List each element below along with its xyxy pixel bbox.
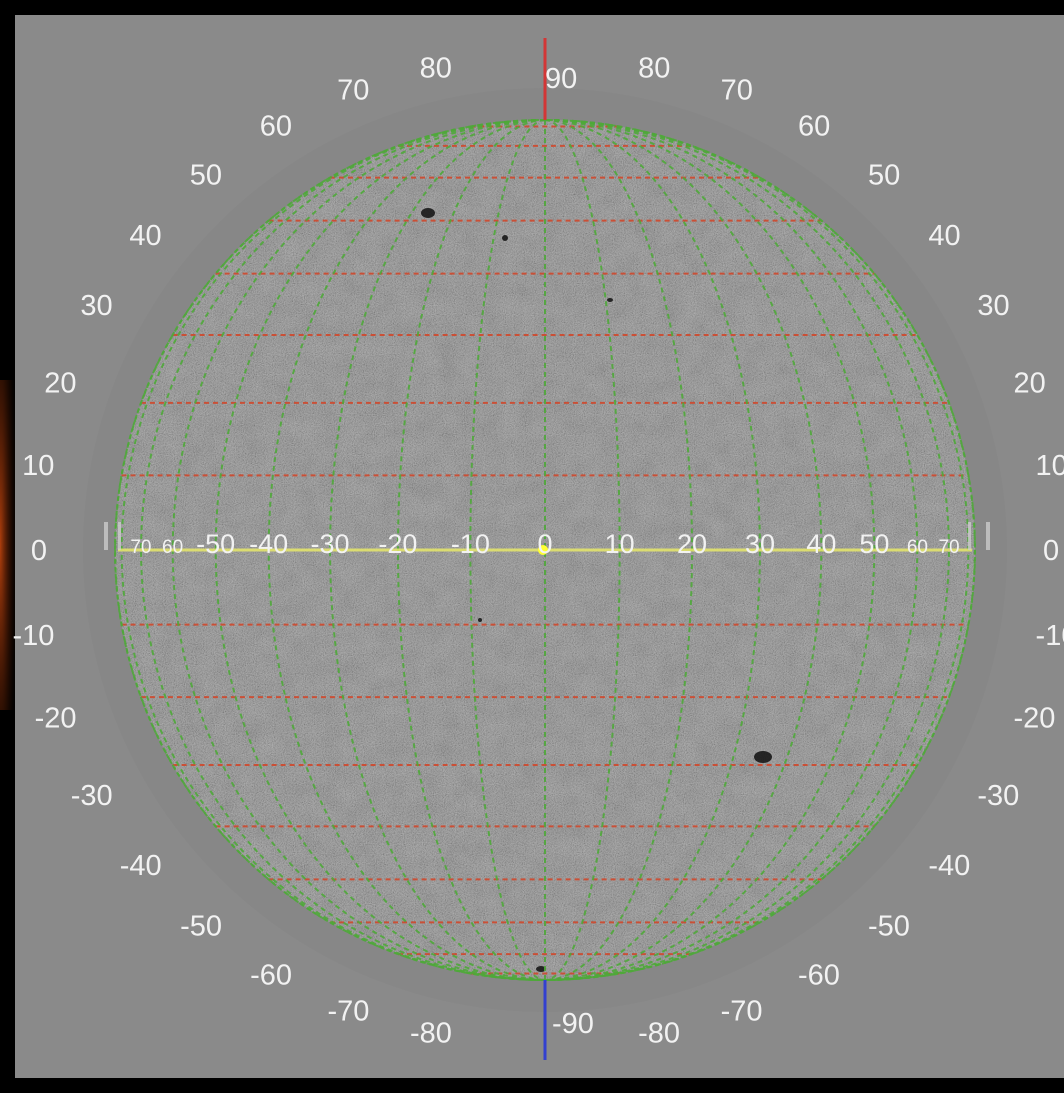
longitude-label: -40 bbox=[249, 529, 288, 559]
longitude-labels: 70 60 -50 -40 -30 -20 -10 0 10 20 30 40 50 60 70 bbox=[130, 529, 959, 559]
longitude-scale-ticks bbox=[104, 522, 990, 550]
latitude-labels-right: 80 70 60 50 40 30 20 10 0 -10 -20 -30 -40 -50 -60 -70 -8… bbox=[638, 52, 1064, 1049]
sunspot bbox=[478, 618, 482, 622]
sun-center-dot-icon bbox=[538, 545, 548, 555]
latitude-label-right: 50 bbox=[868, 160, 900, 192]
latitude-label-right: -60 bbox=[798, 959, 840, 991]
longitude-label: -10 bbox=[451, 529, 490, 559]
longitude-grid-line bbox=[140, 119, 546, 981]
longitude-label: -30 bbox=[310, 529, 349, 559]
longitude-grid-line bbox=[329, 119, 546, 981]
latitude-labels-left: 80 70 60 50 40 30 20 10 0 -10 -20 -30 -40 -50 -60 -70 -8… bbox=[13, 52, 452, 1049]
longitude-grid-line bbox=[114, 119, 546, 981]
sunspot bbox=[536, 966, 546, 972]
longitude-label: 10 bbox=[605, 529, 635, 559]
sunspot bbox=[754, 751, 772, 763]
longitude-label: 20 bbox=[677, 529, 707, 559]
longitude-label: 40 bbox=[806, 529, 836, 559]
sunspots bbox=[421, 208, 772, 972]
latitude-label-right: 20 bbox=[1013, 367, 1045, 399]
latitude-label-left: 0 bbox=[31, 535, 47, 567]
latitude-label-left: -80 bbox=[410, 1018, 452, 1050]
latitude-label-right: 60 bbox=[798, 111, 830, 143]
latitude-label-left: 80 bbox=[420, 52, 452, 84]
longitude-grid-line bbox=[544, 119, 621, 981]
latitude-label-right: -20 bbox=[1013, 703, 1055, 735]
latitude-label-left: 70 bbox=[337, 75, 369, 107]
longitude-grid-line bbox=[544, 119, 950, 981]
latitude-label-left: -40 bbox=[120, 850, 162, 882]
latitude-label-left: 30 bbox=[80, 290, 112, 322]
latitude-label-left: -30 bbox=[71, 780, 113, 812]
latitude-label-right: 30 bbox=[977, 290, 1009, 322]
latitude-label-left: 60 bbox=[260, 111, 292, 143]
longitude-label: 60 bbox=[907, 537, 928, 558]
latitude-label-right: 10 bbox=[1036, 450, 1064, 482]
latitude-label-right: -80 bbox=[638, 1018, 680, 1050]
latitude-label-right: -10 bbox=[1036, 620, 1064, 652]
latitude-label-left: -60 bbox=[250, 959, 292, 991]
sunspot bbox=[421, 208, 435, 218]
latitude-label-right: 0 bbox=[1043, 535, 1059, 567]
sunspot bbox=[607, 298, 613, 302]
latitude-label-left: -70 bbox=[327, 995, 369, 1027]
north-pole-label: 90 bbox=[545, 63, 577, 95]
edge-glow bbox=[0, 380, 18, 710]
south-pole-label: -90 bbox=[552, 1008, 594, 1040]
longitude-label: 50 bbox=[859, 529, 889, 559]
longitude-label: -20 bbox=[378, 529, 417, 559]
latitude-label-left: 40 bbox=[129, 220, 161, 252]
latitude-label-right: 70 bbox=[721, 75, 753, 107]
latitude-label-left: 50 bbox=[190, 160, 222, 192]
latitude-label-right: -40 bbox=[928, 850, 970, 882]
longitude-label: 70 bbox=[130, 537, 151, 558]
longitude-label: 70 bbox=[938, 537, 959, 558]
latitude-label-left: -20 bbox=[35, 703, 77, 735]
latitude-label-right: 40 bbox=[928, 220, 960, 252]
latitude-label-right: -30 bbox=[977, 780, 1019, 812]
longitude-grid-line bbox=[544, 119, 761, 981]
latitude-label-left: 20 bbox=[44, 367, 76, 399]
longitude-label: 0 bbox=[537, 529, 552, 559]
latitude-label-left: 10 bbox=[22, 450, 54, 482]
latitude-label-right: 80 bbox=[638, 52, 670, 84]
latitude-label-left: -50 bbox=[180, 910, 222, 942]
sunspot bbox=[502, 235, 508, 241]
latitude-label-left: -10 bbox=[13, 620, 55, 652]
longitude-grid-line bbox=[469, 119, 546, 981]
longitude-label: 60 bbox=[162, 537, 183, 558]
latitude-label-right: -50 bbox=[868, 910, 910, 942]
longitude-label: -50 bbox=[196, 529, 235, 559]
latitude-label-right: -70 bbox=[721, 995, 763, 1027]
longitude-label: 30 bbox=[745, 529, 775, 559]
